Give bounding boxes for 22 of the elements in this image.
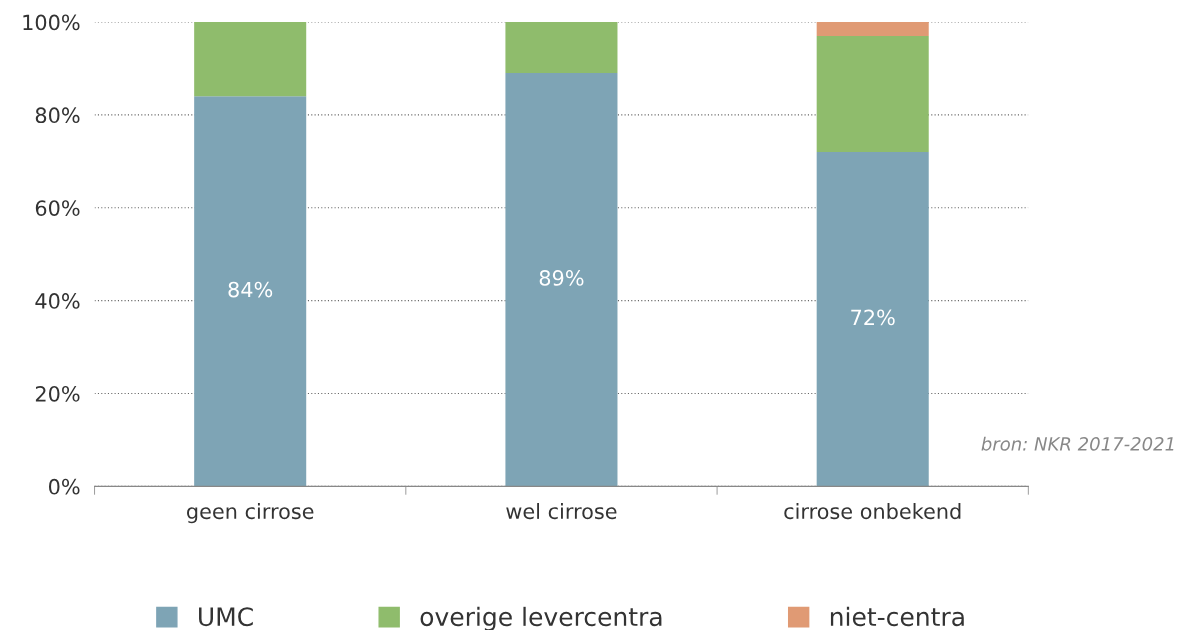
legend-label: UMC [199, 607, 253, 627]
bar [816, 22, 929, 36]
data-label: 72% [851, 309, 895, 326]
x-tick-label: geen cirrose [187, 503, 314, 524]
y-tick-label: 60% [35, 200, 80, 216]
bar [816, 152, 929, 487]
y-tick-label: 40% [35, 293, 80, 309]
bar [816, 35, 929, 153]
y-tick-label: 80% [35, 107, 80, 124]
y-tick-label: 20% [35, 385, 80, 402]
data-label: 84% [228, 281, 273, 298]
bar [194, 96, 307, 487]
y-tick-label: 100% [23, 14, 80, 31]
legend-label: niet-centra [830, 606, 964, 627]
data-label: 89% [539, 270, 584, 286]
bar [505, 22, 618, 74]
x-tick-label: wel cirrose [506, 503, 617, 520]
annotation: bron: NKR 2017-2021 [981, 436, 1174, 451]
bar [505, 73, 618, 487]
y-tick-label: 0% [48, 478, 80, 495]
x-tick-label: cirrose onbekend [784, 503, 961, 520]
bar [194, 22, 307, 97]
